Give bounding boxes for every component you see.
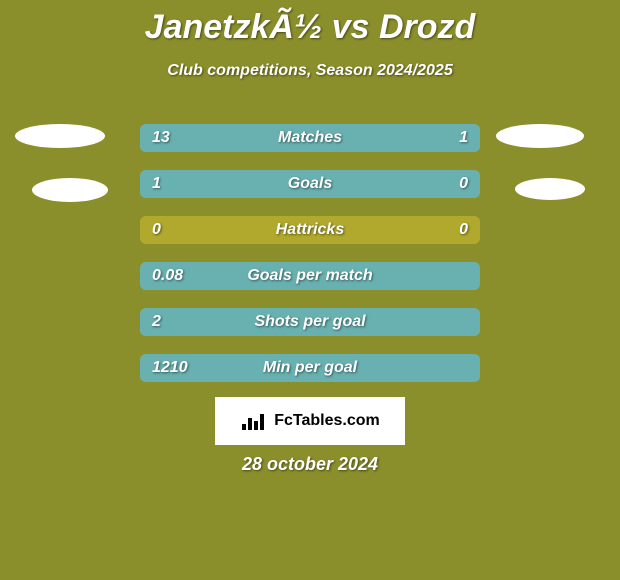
stat-value-right: 0: [459, 175, 468, 193]
stat-label: Hattricks: [140, 221, 480, 239]
badge-text: FcTables.com: [274, 412, 380, 430]
stat-row: Min per goal1210: [140, 354, 480, 382]
decorative-ellipse: [15, 124, 105, 148]
stat-row: Goals1 0: [140, 170, 480, 198]
source-badge: FcTables.com: [215, 397, 405, 445]
subtitle: Club competitions, Season 2024/2025: [0, 62, 620, 80]
decorative-ellipse: [496, 124, 584, 148]
stat-row: Hattricks0 0: [140, 216, 480, 244]
stat-value-left: 1: [152, 175, 161, 193]
stat-row: Goals per match0.08: [140, 262, 480, 290]
stat-value-left: 1210: [152, 359, 188, 377]
stat-label: Min per goal: [140, 359, 480, 377]
stat-label: Goals: [140, 175, 480, 193]
stat-value-left: 13: [152, 129, 170, 147]
bars-icon: [240, 410, 268, 432]
stat-label: Goals per match: [140, 267, 480, 285]
stat-row: Shots per goal2: [140, 308, 480, 336]
decorative-ellipse: [515, 178, 585, 200]
stat-value-left: 0: [152, 221, 161, 239]
stat-label: Shots per goal: [140, 313, 480, 331]
stat-value-left: 0.08: [152, 267, 183, 285]
stat-value-right: 1: [459, 129, 468, 147]
stat-row: Matches13 1: [140, 124, 480, 152]
stat-value-right: 0: [459, 221, 468, 239]
date-text: 28 october 2024: [0, 454, 620, 475]
stat-value-left: 2: [152, 313, 161, 331]
page-title: JanetzkÃ½ vs Drozd: [0, 8, 620, 47]
stat-label: Matches: [140, 129, 480, 147]
decorative-ellipse: [32, 178, 108, 202]
